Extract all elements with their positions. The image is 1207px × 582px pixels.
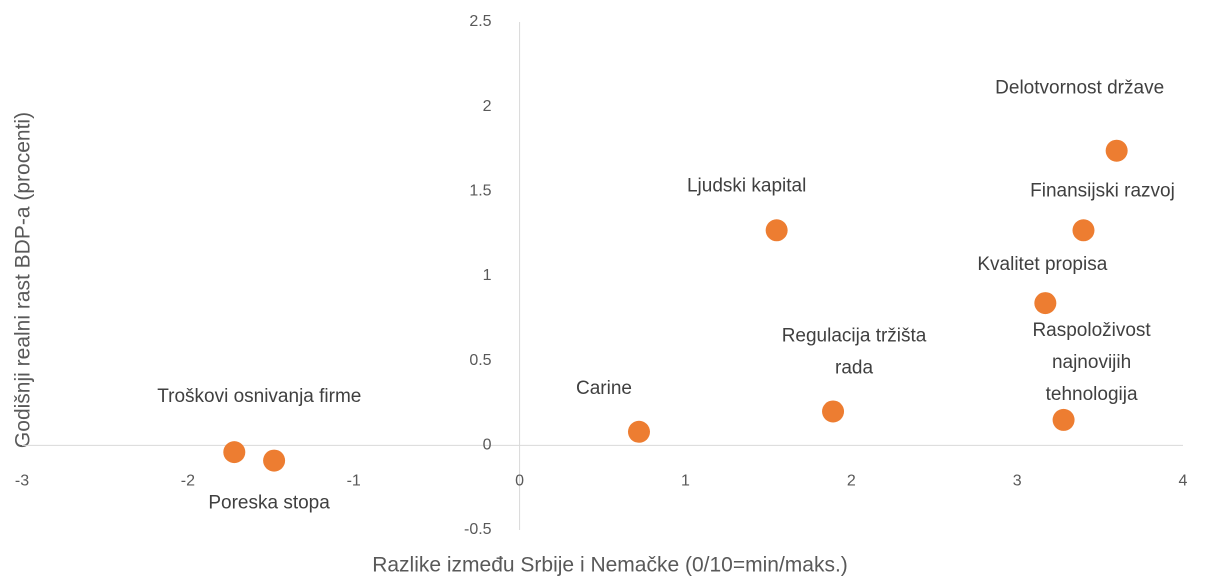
point: [263, 449, 286, 472]
point: [1052, 408, 1075, 431]
point-label: Kvalitet propisa: [977, 254, 1107, 275]
x-tick-label: -2: [181, 473, 195, 490]
x-tick-label: -1: [347, 473, 361, 490]
point: [1072, 219, 1095, 242]
x-tick-label: 2: [847, 473, 856, 490]
x-tick-label: 1: [681, 473, 690, 490]
point: [223, 441, 246, 464]
y-tick-label: 1: [483, 267, 492, 284]
point-label: Raspoloživost najnovijih tehnologija: [1032, 320, 1151, 405]
x-tick-label: 0: [515, 473, 524, 490]
y-tick-label: 0.5: [469, 352, 491, 369]
point-label: Troškovi osnivanja firme: [157, 386, 361, 407]
point-label: Regulacija tržišta rada: [782, 325, 927, 378]
point-label: Delotvornost države: [995, 78, 1164, 99]
x-tick-label: 4: [1179, 473, 1188, 490]
y-tick-label: -0.5: [464, 521, 492, 538]
y-tick-label: 2.5: [469, 13, 491, 30]
y-tick-label: 2: [483, 98, 492, 115]
point-label: Poreska stopa: [208, 493, 330, 514]
y-tick-label: 1.5: [469, 183, 491, 200]
point: [1105, 139, 1128, 162]
point: [1034, 292, 1057, 315]
point: [627, 420, 650, 443]
point: [765, 219, 788, 242]
x-tick-label: 3: [1013, 473, 1022, 490]
point-label: Finansijski razvoj: [1030, 180, 1175, 201]
x-axis-title: Razlike između Srbije i Nemačke (0/10=mi…: [372, 554, 848, 577]
y-tick-label: 0: [483, 437, 492, 454]
point-label: Ljudski kapital: [687, 175, 806, 196]
point: [822, 400, 845, 423]
y-axis-title: Godišnji realni rast BDP-a (procenti): [12, 112, 35, 448]
point-label: Carine: [576, 378, 632, 399]
x-tick-label: -3: [15, 473, 29, 490]
